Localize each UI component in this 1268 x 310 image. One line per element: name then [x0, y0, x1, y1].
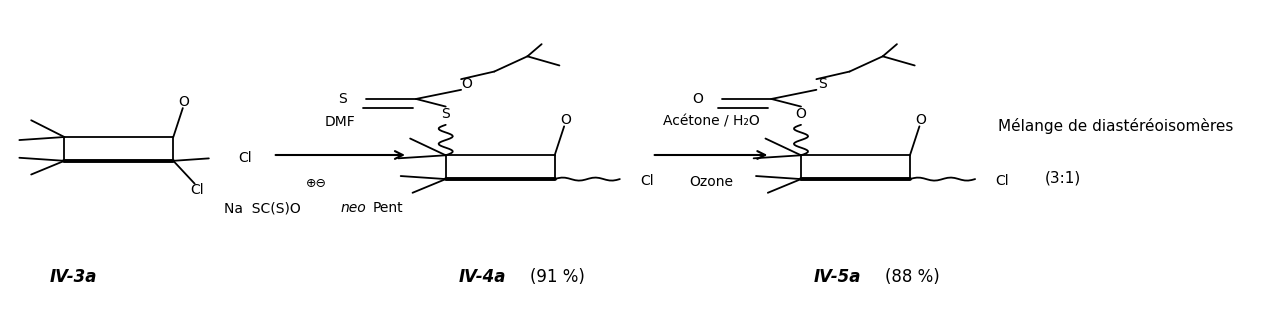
Text: IV-4a: IV-4a	[459, 268, 506, 286]
Text: ⊕⊖: ⊕⊖	[306, 177, 327, 190]
Text: O: O	[795, 107, 806, 121]
Text: S: S	[441, 107, 450, 121]
Text: Pent: Pent	[373, 201, 403, 215]
Text: S: S	[818, 77, 827, 91]
Text: Mélange de diastéréoisomères: Mélange de diastéréoisomères	[998, 118, 1232, 134]
Text: (3:1): (3:1)	[1045, 170, 1080, 185]
Text: Acétone / H₂O: Acétone / H₂O	[663, 114, 760, 129]
Text: O: O	[915, 113, 926, 127]
Text: Na  SC(S)O: Na SC(S)O	[224, 201, 301, 215]
Text: O: O	[692, 92, 704, 106]
Text: Cl: Cl	[238, 151, 252, 165]
Text: Cl: Cl	[640, 174, 653, 188]
Text: (91 %): (91 %)	[530, 268, 585, 286]
Text: DMF: DMF	[325, 114, 356, 129]
Text: O: O	[560, 113, 571, 127]
Text: IV-5a: IV-5a	[814, 268, 861, 286]
Text: O: O	[179, 95, 189, 109]
Text: IV-3a: IV-3a	[51, 268, 98, 286]
Text: Cl: Cl	[995, 174, 1009, 188]
Text: S: S	[339, 92, 347, 106]
Text: (88 %): (88 %)	[885, 268, 940, 286]
Text: O: O	[462, 77, 473, 91]
Text: neo: neo	[340, 201, 366, 215]
Text: Cl: Cl	[190, 183, 204, 197]
Text: Ozone: Ozone	[689, 175, 733, 189]
